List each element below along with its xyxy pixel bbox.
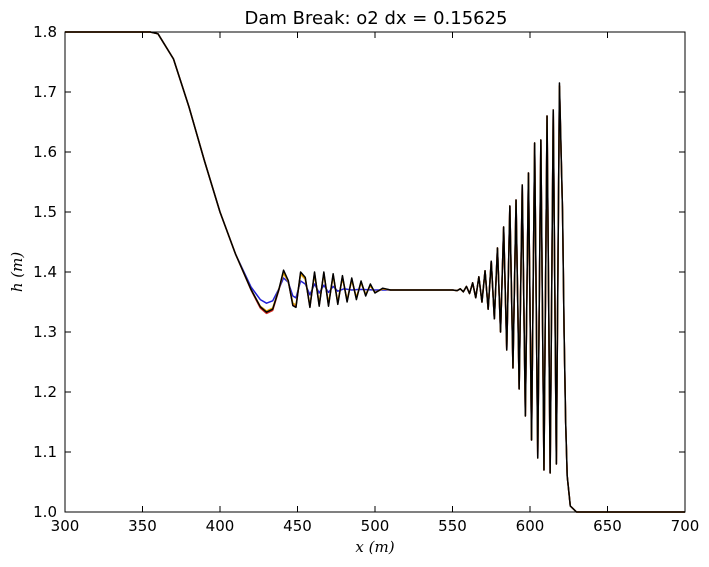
y-tick-label: 1.8: [33, 23, 57, 41]
series-line-4: [65, 31, 685, 513]
y-tick-label: 1.6: [33, 143, 57, 161]
x-tick-label: 450: [283, 517, 312, 535]
y-tick-label: 1.2: [33, 383, 57, 401]
x-tick-label: 650: [593, 517, 622, 535]
y-tick-label: 1.5: [33, 203, 57, 221]
x-tick-label: 300: [51, 517, 80, 535]
y-tick-label: 1.1: [33, 443, 57, 461]
y-tick-label: 1.3: [33, 323, 57, 341]
x-axis-label: x (m): [355, 538, 394, 556]
x-tick-label: 600: [516, 517, 545, 535]
x-tick-label: 500: [361, 517, 390, 535]
y-axis-label: h (m): [8, 252, 26, 293]
plot-frame: [64, 31, 686, 513]
x-tick-label: 700: [671, 517, 700, 535]
y-tick-label: 1.0: [33, 503, 57, 521]
plot-area: [65, 32, 685, 512]
y-tick-label: 1.4: [33, 263, 57, 281]
y-tick-label: 1.7: [33, 83, 57, 101]
chart-title: Dam Break: o2 dx = 0.15625: [244, 8, 507, 29]
x-tick-label: 350: [128, 517, 157, 535]
x-tick-label: 400: [206, 517, 235, 535]
series-layer: [65, 31, 685, 513]
tick-layer: 300 350 400 450 500 550 600 650 700 1.0 1.1 1.2 1.3 1…: [33, 23, 699, 535]
x-tick-label: 550: [438, 517, 467, 535]
